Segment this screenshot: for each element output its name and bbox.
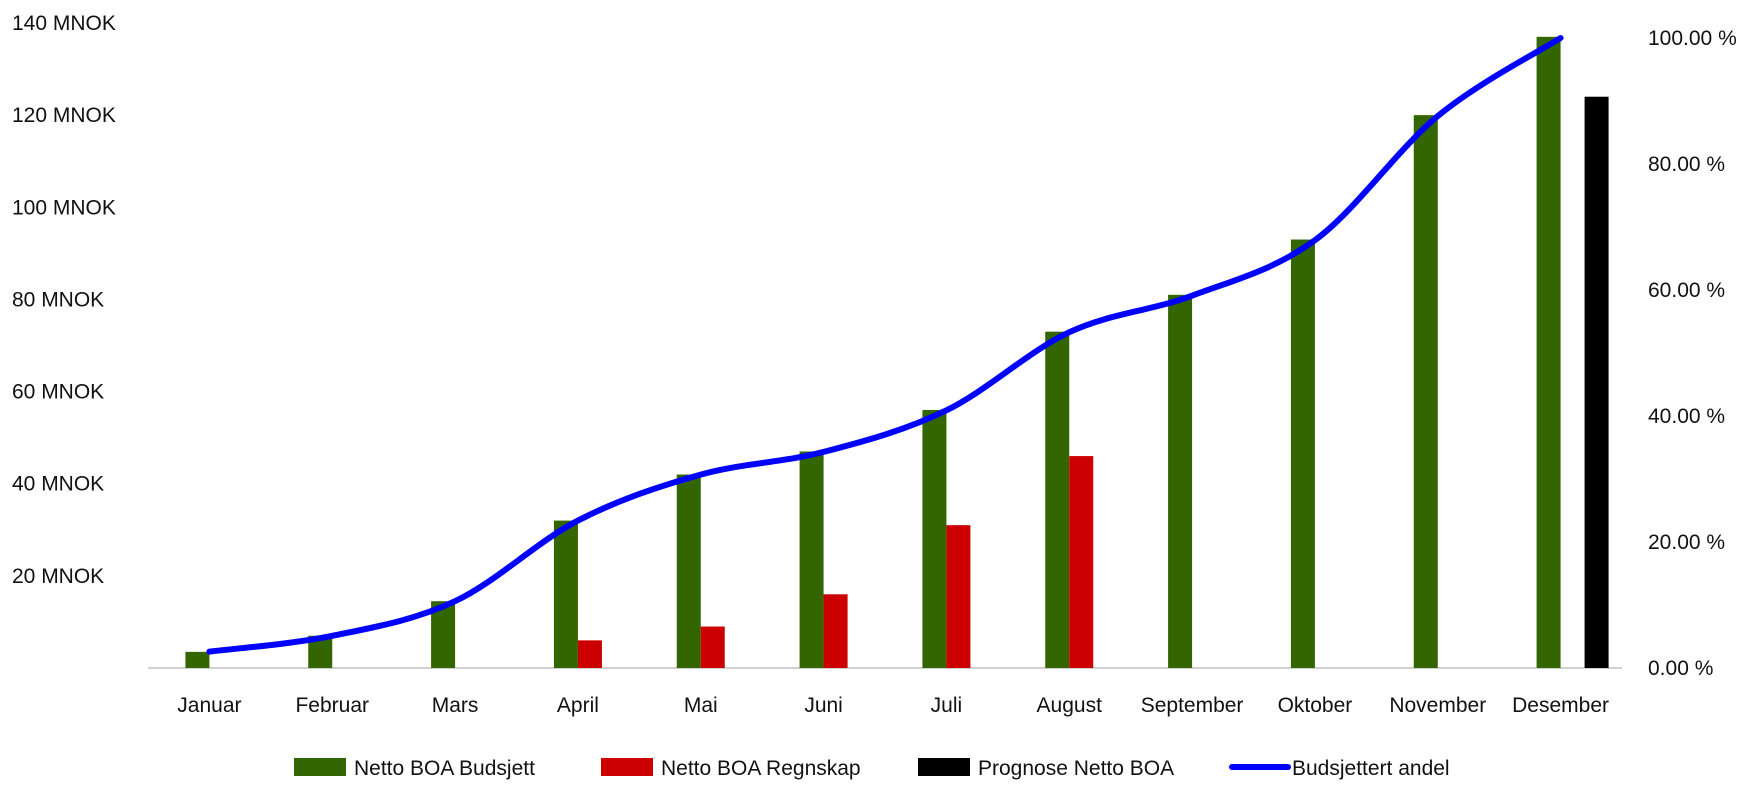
y-left-tick-label: 20 MNOK xyxy=(12,565,104,588)
legend-swatch xyxy=(601,758,653,776)
x-tick-label: Januar xyxy=(177,694,241,717)
bar-series-group xyxy=(185,36,1609,669)
bar-netto-boa-budsjett xyxy=(676,474,701,668)
legend-swatch xyxy=(918,758,970,776)
x-tick-label: Mars xyxy=(432,694,479,717)
legend-item: Netto BOA Regnskap xyxy=(601,757,861,780)
y-left-tick-label: 140 MNOK xyxy=(12,12,116,35)
x-tick-label: August xyxy=(1037,694,1103,717)
y-right-tick-label: 40.00 % xyxy=(1648,405,1725,428)
y-right-tick-label: 60.00 % xyxy=(1648,279,1725,302)
x-axis: Januar Februar Mars April Mai Juni Juli August S… xyxy=(177,694,1609,717)
bar-netto-boa-budsjett xyxy=(1413,115,1438,668)
bar-netto-boa-budsjett xyxy=(1045,331,1070,668)
bar-netto-boa-regnskap xyxy=(577,640,602,668)
legend-label: Netto BOA Regnskap xyxy=(661,757,861,780)
legend-label: Budsjettert andel xyxy=(1292,757,1450,780)
legend-swatch xyxy=(294,758,346,776)
y-right-tick-label: 20.00 % xyxy=(1648,531,1725,554)
bar-netto-boa-budsjett xyxy=(1536,36,1561,669)
bar-netto-boa-budsjett xyxy=(922,410,947,668)
line-series-group xyxy=(206,35,1564,655)
legend-item: Budsjettert andel xyxy=(1229,757,1450,780)
y-left-tick-label: 40 MNOK xyxy=(12,473,104,496)
bar-netto-boa-budsjett xyxy=(799,451,824,668)
y-left-tick-label: 120 MNOK xyxy=(12,104,116,127)
bar-netto-boa-regnskap xyxy=(823,594,848,668)
y-right-tick-label: 100.00 % xyxy=(1648,27,1737,50)
bar-netto-boa-budsjett xyxy=(1168,294,1193,668)
y-right-tick-label: 0.00 % xyxy=(1648,657,1713,680)
x-tick-label: Mai xyxy=(684,694,718,717)
legend: Netto BOA Budsjett Netto BOA Regnskap Prog… xyxy=(294,757,1450,780)
x-tick-label: Oktober xyxy=(1278,694,1353,717)
x-tick-label: Juni xyxy=(804,694,843,717)
x-tick-label: Februar xyxy=(295,694,369,717)
line-budsjettert-andel xyxy=(206,35,1564,655)
x-tick-label: April xyxy=(557,694,599,717)
x-tick-label: September xyxy=(1141,694,1244,717)
bar-netto-boa-budsjett xyxy=(1290,239,1315,669)
y-axis-left: 140 MNOK 120 MNOK 100 MNOK 80 MNOK 60 MNOK 40… xyxy=(12,12,116,588)
y-left-tick-label: 80 MNOK xyxy=(12,288,104,311)
legend-label: Netto BOA Budsjett xyxy=(354,757,535,780)
bar-netto-boa-regnskap xyxy=(1069,456,1094,668)
legend-item: Netto BOA Budsjett xyxy=(294,757,535,780)
y-axis-right: 100.00 % 80.00 % 60.00 % 40.00 % 20.00 % 0.00… xyxy=(1648,27,1737,680)
legend-item: Prognose Netto BOA xyxy=(918,757,1174,780)
x-tick-label: Juli xyxy=(931,694,963,717)
y-left-tick-label: 100 MNOK xyxy=(12,196,116,219)
y-left-tick-label: 60 MNOK xyxy=(12,381,104,404)
bar-netto-boa-regnskap xyxy=(946,525,971,668)
bar-netto-boa-budsjett xyxy=(553,520,578,668)
legend-label: Prognose Netto BOA xyxy=(978,757,1174,780)
bar-netto-boa-regnskap xyxy=(700,626,725,668)
bar-netto-boa-budsjett xyxy=(185,651,210,668)
x-tick-label: November xyxy=(1389,694,1486,717)
x-tick-label: Desember xyxy=(1512,694,1609,717)
y-right-tick-label: 80.00 % xyxy=(1648,153,1725,176)
bar-prognose-netto-boa xyxy=(1584,96,1609,668)
